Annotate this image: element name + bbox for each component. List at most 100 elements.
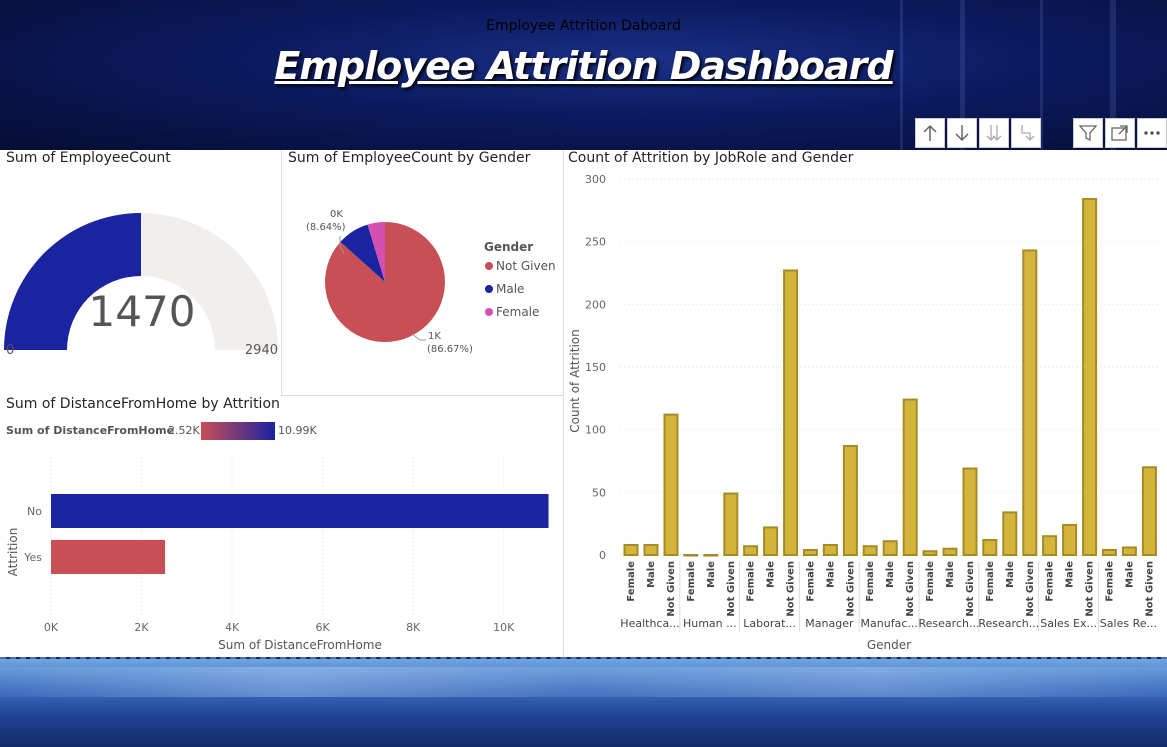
jobrole-y-tick: 100 [585, 424, 606, 437]
jobrole-gender-label: Not Given [1085, 561, 1096, 617]
distance-bar-yes[interactable] [51, 540, 166, 574]
jobrole-y-tick: 200 [585, 298, 606, 311]
jobrole-gender-label: Male [766, 561, 777, 588]
jobrole-gender-label: Female [746, 561, 757, 602]
legend-label-female: Female [496, 305, 539, 319]
jobrole-bar[interactable] [862, 545, 878, 556]
jobrole-x-axis-title: Gender [867, 638, 911, 652]
jobrole-bar[interactable] [802, 548, 818, 556]
distance-y-tick-no: No [27, 505, 42, 518]
distance-legend-max: 10.99K [278, 424, 317, 437]
gauge-visual[interactable]: Sum of EmployeeCount 1470 0 2940 [0, 150, 282, 396]
jobrole-bar[interactable] [1022, 249, 1038, 556]
jobrole-bar[interactable] [683, 554, 699, 557]
gauge-title: Sum of EmployeeCount [6, 150, 171, 166]
drill-down-icon[interactable] [947, 118, 977, 148]
jobrole-role-label: Sales Re... [1100, 617, 1157, 630]
jobrole-bar[interactable] [743, 545, 759, 556]
distance-y-tick-yes: Yes [23, 551, 42, 564]
jobrole-gender-label: Male [1065, 561, 1076, 588]
legend-label-male: Male [496, 282, 524, 296]
jobrole-gender-label: Female [985, 561, 996, 602]
jobrole-role-label: Laborat... [743, 617, 796, 630]
pie-title: Sum of EmployeeCount by Gender [288, 150, 531, 166]
jobrole-bar[interactable] [1062, 523, 1078, 557]
jobrole-role-label: Manufac... [861, 617, 918, 630]
distance-x-tick: 4K [225, 621, 240, 634]
jobrole-bar[interactable] [882, 540, 898, 557]
pie-slice-female[interactable] [367, 222, 385, 282]
jobrole-bar[interactable] [723, 492, 739, 557]
pie-label-small-percent: (8.64%) [306, 222, 346, 233]
jobrole-gender-label: Male [706, 561, 717, 588]
jobrole-role-label: Human ... [683, 617, 737, 630]
jobrole-title: Count of Attrition by JobRole and Gender [568, 150, 854, 166]
jobrole-bar[interactable] [763, 526, 779, 556]
pie-label-large-value: 1K [428, 331, 441, 342]
gauge-value: 1470 [89, 287, 196, 336]
jobrole-bar[interactable] [1141, 466, 1157, 556]
jobrole-gender-label: Not Given [1025, 561, 1036, 617]
distance-x-tick: 6K [316, 621, 331, 634]
pie-legend-title: Gender [484, 240, 533, 254]
more-options-icon[interactable] [1137, 118, 1167, 148]
jobrole-role-label: Manager [805, 617, 854, 630]
distance-y-axis-title: Attrition [6, 528, 20, 577]
jobrole-bar[interactable] [703, 554, 719, 557]
distance-x-tick: 0K [44, 621, 59, 634]
distance-x-axis-title: Sum of DistanceFromHome [218, 638, 382, 652]
jobrole-bar[interactable] [982, 538, 998, 556]
jobrole-bar[interactable] [902, 398, 918, 556]
jobrole-bar[interactable] [623, 543, 639, 556]
jobrole-role-label: Research... [978, 617, 1039, 630]
jobrole-role-label: Research... [919, 617, 980, 630]
filter-icon[interactable] [1073, 118, 1103, 148]
distance-chart: Sum of DistanceFromHome 2.52K 10.99K 0K 2… [6, 422, 549, 652]
jobrole-bar[interactable] [1042, 535, 1058, 557]
distance-x-tick: 8K [406, 621, 421, 634]
jobrole-bar[interactable] [643, 543, 659, 556]
jobrole-bar[interactable] [922, 550, 938, 556]
distance-legend-min: 2.52K [168, 424, 200, 437]
jobrole-bar[interactable] [783, 269, 799, 556]
jobrole-bar[interactable] [1082, 198, 1098, 556]
jobrole-bar[interactable] [663, 413, 679, 556]
jobrole-gender-label: Not Given [845, 561, 856, 617]
gauge-fill [4, 213, 141, 350]
jobrole-gender-label: Female [1104, 561, 1115, 602]
jobrole-gender-label: Female [686, 561, 697, 602]
dashboard-footer [0, 657, 1167, 747]
jobrole-bar[interactable] [942, 547, 958, 557]
jobrole-bar[interactable] [822, 543, 838, 556]
expand-all-icon[interactable] [979, 118, 1009, 148]
jobrole-bar[interactable] [1002, 511, 1018, 556]
pie-visual[interactable]: Sum of EmployeeCount by Gender 0K (8.64%… [282, 150, 564, 396]
focus-mode-icon[interactable] [1105, 118, 1135, 148]
drill-next-level-icon[interactable] [1011, 118, 1041, 148]
drill-up-icon[interactable] [915, 118, 945, 148]
jobrole-bar[interactable] [842, 444, 858, 556]
report-canvas: Sum of EmployeeCount 1470 0 2940 Sum of … [0, 150, 1167, 657]
jobrole-gender-label: Not Given [786, 561, 797, 617]
jobrole-gender-label: Female [925, 561, 936, 602]
distance-title: Sum of DistanceFromHome by Attrition [6, 396, 280, 412]
pie-slice-male[interactable] [340, 224, 385, 282]
jobrole-y-tick: 150 [585, 361, 606, 374]
jobrole-gender-label: Female [805, 561, 816, 602]
jobrole-role-label: Healthca... [620, 617, 679, 630]
jobrole-gender-label: Not Given [726, 561, 737, 617]
jobrole-gender-label: Male [1124, 561, 1135, 588]
jobrole-gender-label: Not Given [905, 561, 916, 617]
distance-bar-no[interactable] [51, 494, 549, 528]
distance-visual[interactable]: Sum of DistanceFromHome by Attrition Sum… [0, 396, 564, 657]
jobrole-visual[interactable]: Count of Attrition by JobRole and Gender… [564, 150, 1167, 657]
visual-toolbar [915, 118, 1167, 148]
pie-chart: 0K (8.64%) 1K (86.67%) Gender Not Given … [306, 209, 556, 355]
jobrole-bar[interactable] [962, 467, 978, 556]
jobrole-gender-label: Not Given [1144, 561, 1155, 617]
jobrole-bar[interactable] [1101, 548, 1117, 556]
gauge-chart: 1470 0 2940 [4, 213, 278, 358]
pie-label-small-value: 0K [330, 209, 343, 220]
jobrole-bar[interactable] [1121, 546, 1137, 557]
